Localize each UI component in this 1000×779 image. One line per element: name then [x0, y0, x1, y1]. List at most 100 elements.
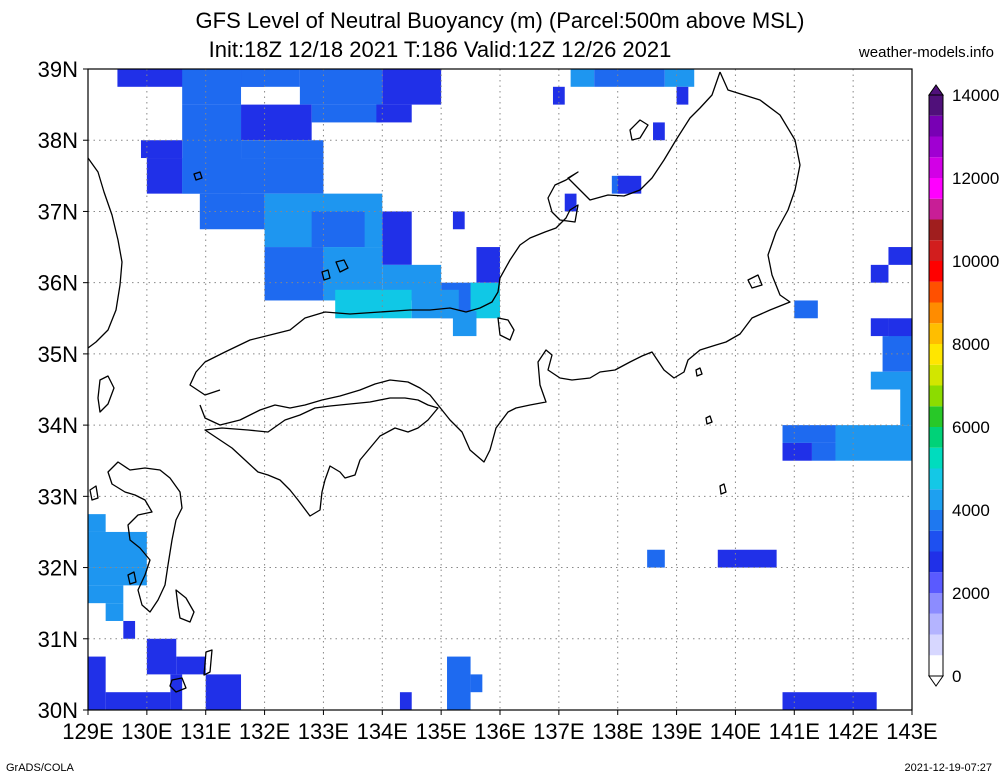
colorbar-segment [929, 447, 943, 469]
izu-islands [695, 367, 727, 495]
lon-tick-label: 137E [533, 719, 584, 744]
colorbar-segment [929, 115, 943, 137]
buoyancy-fill-cell [794, 300, 818, 319]
colorbar-segment [929, 593, 943, 614]
tsushima-island [97, 375, 115, 413]
lat-tick-label: 38N [38, 128, 78, 153]
lon-tick-label: 141E [769, 719, 820, 744]
lon-tick-label: 134E [357, 719, 408, 744]
buoyancy-fill-cell [564, 193, 577, 212]
buoyancy-fill-cell [311, 104, 383, 123]
colorbar-label: 6000 [952, 418, 990, 437]
buoyancy-fill-cell [570, 69, 595, 87]
colorbar: 0 2000 4000 6000 8000 10000 12000 14000 [928, 84, 999, 687]
buoyancy-fill-cell [146, 638, 177, 675]
buoyancy-fill-cell [664, 69, 695, 87]
yakushima-island [169, 677, 187, 693]
buoyancy-fill-cell [676, 86, 689, 105]
buoyancy-fill-cell [447, 656, 471, 710]
kyushu-coastline [107, 461, 183, 613]
chart-subtitle: Init:18Z 12/18 2021 T:186 Valid:12Z 12/2… [208, 37, 672, 62]
buoyancy-fill-cell [376, 104, 412, 123]
lat-tick-label: 35N [38, 342, 78, 367]
colorbar-segment [929, 198, 943, 220]
colorbar-segment [929, 364, 943, 386]
buoyancy-fill-cell [811, 442, 836, 461]
lat-tick-label: 31N [38, 627, 78, 652]
goto-islands [89, 485, 99, 501]
buoyancy-fill-cell [411, 289, 459, 319]
buoyancy-fill-cell [105, 603, 124, 621]
colorbar-segment [929, 261, 943, 282]
lon-tick-label: 136E [474, 719, 525, 744]
amakusa-islands [127, 571, 137, 585]
colorbar-segment [929, 95, 943, 116]
lat-tick-label: 37N [38, 199, 78, 224]
colorbar-label: 14000 [952, 86, 999, 105]
korea-coastline [87, 157, 123, 349]
colorbar-segment [929, 655, 943, 676]
colorbar-segment [929, 136, 943, 158]
buoyancy-fill-cell [594, 69, 665, 87]
colorbar-label: 12000 [952, 169, 999, 188]
colorbar-label: 2000 [952, 584, 990, 603]
buoyancy-fill-cell [176, 656, 206, 675]
buoyancy-fill-cell [241, 140, 324, 159]
buoyancy-fill-cell [241, 104, 312, 141]
colorbar-segment [929, 178, 943, 199]
shikoku-coastline [204, 397, 439, 517]
buoyancy-fill-cell [452, 311, 477, 337]
buoyancy-fill-cell [870, 318, 889, 337]
buoyancy-fill-cell [241, 69, 300, 87]
buoyancy-fill-cell [182, 69, 242, 105]
colorbar-segment [929, 323, 943, 344]
lon-tick-label: 143E [886, 719, 937, 744]
lat-tick-label: 33N [38, 484, 78, 509]
colorbar-segment [929, 572, 943, 593]
colorbar-segment [929, 427, 943, 448]
colorbar-segment [929, 281, 943, 303]
lon-tick-label: 140E [710, 719, 761, 744]
lon-tick-label: 139E [651, 719, 702, 744]
oki-islands [321, 259, 349, 281]
chart-title: GFS Level of Neutral Buoyancy (m) (Parce… [195, 8, 805, 33]
lon-tick-label: 132E [239, 719, 290, 744]
buoyancy-fill-cell [782, 692, 877, 710]
colorbar-segment [929, 510, 943, 531]
buoyancy-fill-cell [552, 86, 565, 105]
buoyancy-fill-cell [617, 175, 642, 194]
buoyancy-fill-cell [382, 211, 412, 265]
coastlines [87, 71, 801, 693]
buoyancy-fill-cell [476, 247, 500, 283]
honshu-pacific-coast [199, 71, 801, 463]
sado-island [629, 119, 649, 141]
lat-tick-label: 30N [38, 698, 78, 723]
buoyancy-fill-cell [88, 514, 106, 532]
buoyancy-fill-cell [311, 211, 365, 248]
kyushu-south-coast [175, 589, 195, 623]
buoyancy-fill-cell [146, 158, 183, 194]
buoyancy-fill-cell [452, 211, 465, 230]
buoyancy-fill-cell [399, 692, 412, 710]
colorbar-segment [929, 634, 943, 656]
buoyancy-fill-cell [888, 247, 912, 265]
buoyancy-fill-cell [782, 425, 836, 443]
colorbar-segment [929, 157, 943, 178]
colorbar-bottom-arrow [928, 675, 944, 687]
buoyancy-fill-cell [470, 674, 483, 693]
lon-tick-label: 138E [592, 719, 643, 744]
ulleungdo-island [193, 171, 203, 181]
colorbar-segment [929, 530, 943, 552]
colorbar-segment [929, 302, 943, 324]
colorbar-segment [929, 344, 943, 365]
lat-tick-label: 32N [38, 556, 78, 581]
awaji-island [497, 317, 515, 341]
lon-tick-label: 142E [827, 719, 878, 744]
lat-tick-label: 34N [38, 413, 78, 438]
colorbar-segment [929, 489, 943, 510]
buoyancy-fill-cell [205, 674, 242, 710]
colorbar-segment [929, 551, 943, 573]
buoyancy-fill-cell [264, 247, 324, 301]
lat-tick-label: 36N [38, 271, 78, 296]
lon-tick-label: 133E [298, 719, 349, 744]
